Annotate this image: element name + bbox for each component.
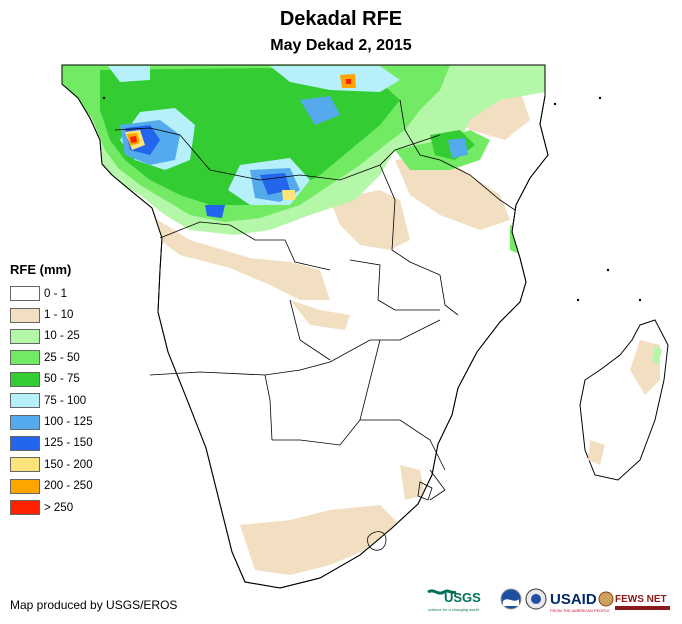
coastline [61, 64, 549, 589]
legend-label: 25 - 50 [44, 351, 80, 364]
island [576, 298, 580, 302]
country-borders [114, 99, 516, 551]
svg-text:science for a changing world: science for a changing world [428, 607, 479, 612]
rain-zone-over-250 [130, 136, 137, 143]
legend-label: 125 - 150 [44, 437, 93, 450]
legend-swatch [10, 500, 40, 516]
legend-item: 125 - 150 [10, 433, 93, 454]
legend-swatch [10, 371, 40, 387]
legend-item: 10 - 25 [10, 326, 93, 347]
rain-zone-1-10 [150, 215, 330, 300]
legend-label: 0 - 1 [44, 287, 68, 300]
legend-swatch [10, 286, 40, 302]
noaa-logo [500, 588, 522, 610]
legend: RFE (mm) 0 - 1 1 - 10 10 - 25 25 - 50 50 - 7… [10, 262, 93, 518]
usgs-logo: USGS science for a changing world [427, 589, 481, 612]
legend-swatch [10, 457, 40, 473]
legend-swatch [10, 328, 40, 344]
partner-logos: USGS science for a changing world USAID … [427, 588, 670, 613]
legend-swatch [10, 393, 40, 409]
legend-item: 1 - 10 [10, 304, 93, 325]
legend-item: 100 - 125 [10, 411, 93, 432]
legend-label: 50 - 75 [44, 373, 80, 386]
legend-swatch [10, 350, 40, 366]
legend-item: 50 - 75 [10, 369, 93, 390]
legend-swatch [10, 307, 40, 323]
legend-label: > 250 [44, 501, 74, 514]
legend-label: 200 - 250 [44, 480, 93, 493]
legend-item: 25 - 50 [10, 347, 93, 368]
map-subtitle: May Dekad 2, 2015 [270, 37, 412, 54]
legend-swatch [10, 414, 40, 430]
legend-swatch [10, 478, 40, 494]
svg-text:FROM THE AMERICAN PEOPLE: FROM THE AMERICAN PEOPLE [550, 608, 610, 613]
legend-item: 75 - 100 [10, 390, 93, 411]
legend-label: 1 - 10 [44, 309, 74, 322]
map-title: Dekadal RFE [279, 8, 403, 30]
legend-item: 150 - 200 [10, 454, 93, 475]
dhs-seal [525, 588, 547, 610]
svg-text:USGS: USGS [444, 590, 481, 605]
legend-label: 10 - 25 [44, 330, 80, 343]
legend-item: 0 - 1 [10, 283, 93, 304]
usaid-logo: USAID FROM THE AMERICAN PEOPLE [550, 591, 610, 613]
legend-item: > 250 [10, 497, 93, 518]
fewsnet-logo: FEWS NET [598, 591, 670, 610]
svg-text:FEWS NET: FEWS NET [615, 594, 667, 605]
legend-label: 150 - 200 [44, 458, 93, 471]
svg-text:USAID: USAID [550, 591, 597, 608]
legend-title: RFE (mm) [10, 262, 72, 277]
credit-text: Map produced by USGS/EROS [10, 598, 178, 612]
legend-label: 100 - 125 [44, 416, 93, 429]
legend-swatch [10, 435, 40, 451]
legend-label: 75 - 100 [44, 394, 87, 407]
rain-zone-75-100 [270, 66, 400, 92]
legend-item: 200 - 250 [10, 476, 93, 497]
